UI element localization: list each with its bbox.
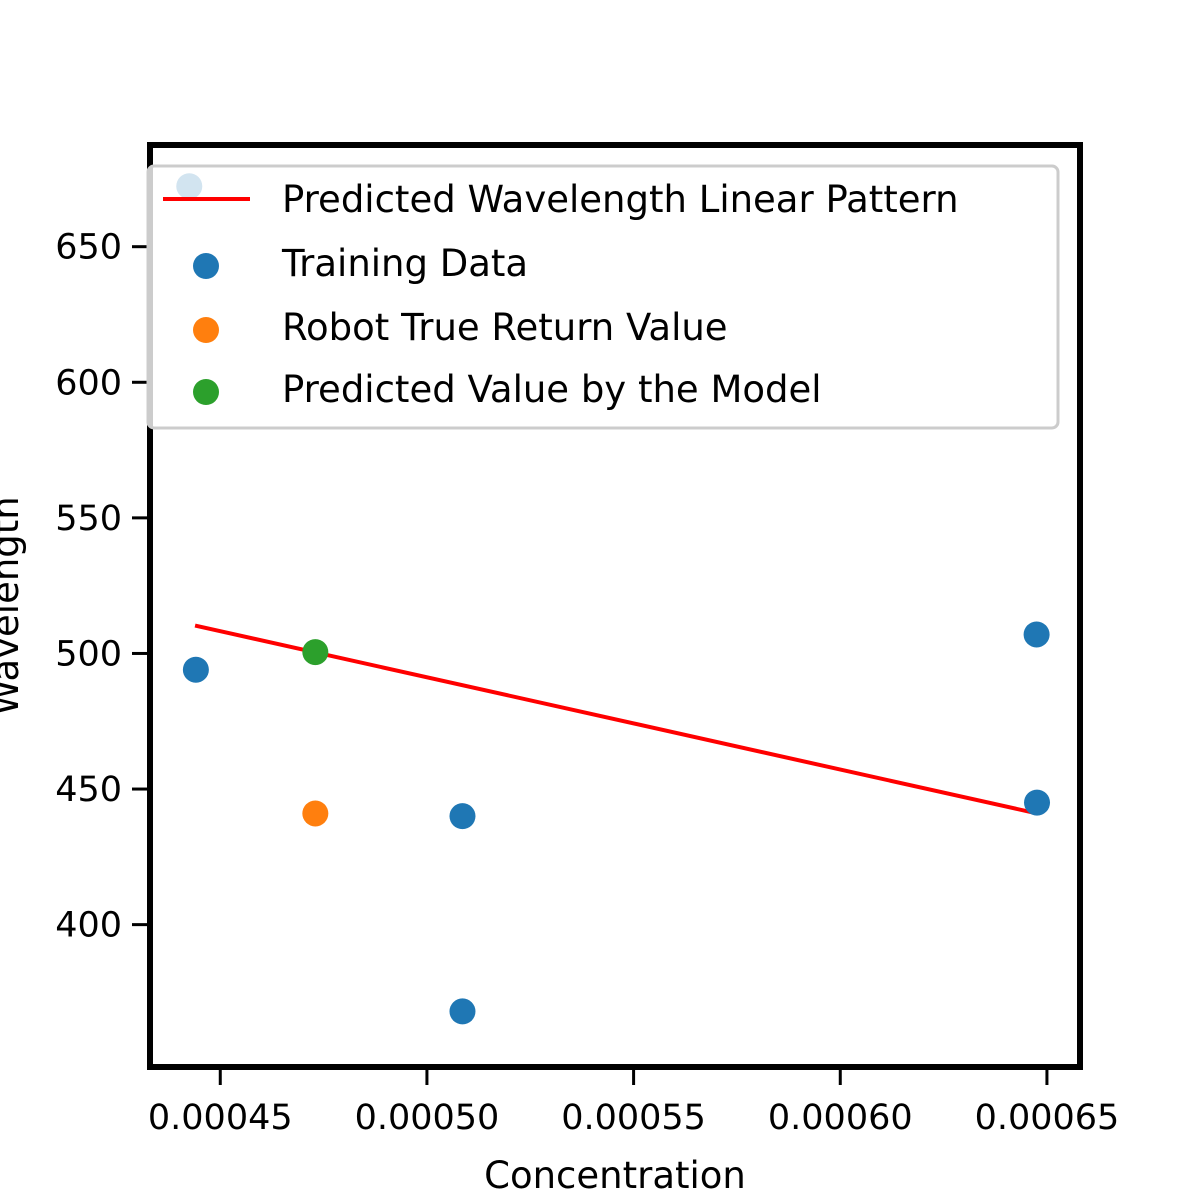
series-1-point (1023, 621, 1050, 648)
y-tick-label: 500 (55, 634, 122, 674)
series-line-0 (194, 623, 1038, 816)
series-3-point (302, 639, 329, 666)
y-tick-label: 650 (55, 228, 122, 268)
x-axis-ticks: 0.00045 0.00050 0.00055 0.00060 0.00065 (148, 1070, 1119, 1138)
x-axis-label: Concentration (484, 1154, 746, 1197)
legend: Predicted Wavelength Linear Pattern Train… (146, 164, 1060, 430)
x-tick-label: 0.00045 (148, 1098, 293, 1138)
legend-label: Predicted Value by the Model (282, 368, 822, 411)
series-1-point (449, 803, 476, 830)
y-axis-ticks: 400 450 500 550 600 650 (55, 228, 147, 946)
series-2-point (302, 800, 329, 827)
legend-marker-swatch (193, 379, 219, 405)
y-tick-label: 600 (55, 363, 122, 403)
legend-label: Robot True Return Value (282, 306, 728, 349)
y-tick-label: 400 (55, 906, 122, 946)
y-tick-label: 550 (55, 499, 122, 539)
legend-label: Training Data (281, 242, 528, 285)
series-1-point (182, 656, 209, 683)
x-tick-label: 0.00060 (768, 1098, 913, 1138)
legend-label: Predicted Wavelength Linear Pattern (282, 178, 959, 221)
series-1-point (449, 998, 476, 1025)
legend-marker-swatch (193, 253, 219, 279)
axes-frame (147, 142, 1083, 1070)
x-tick-label: 0.00055 (561, 1098, 706, 1138)
y-tick-label: 450 (55, 770, 122, 810)
y-axis-label: Wavelength (0, 496, 27, 716)
series-1-point (1024, 789, 1051, 816)
legend-marker-swatch (193, 317, 219, 343)
legend-box (146, 164, 1060, 430)
x-tick-label: 0.00065 (975, 1098, 1120, 1138)
x-tick-label: 0.00050 (355, 1098, 500, 1138)
